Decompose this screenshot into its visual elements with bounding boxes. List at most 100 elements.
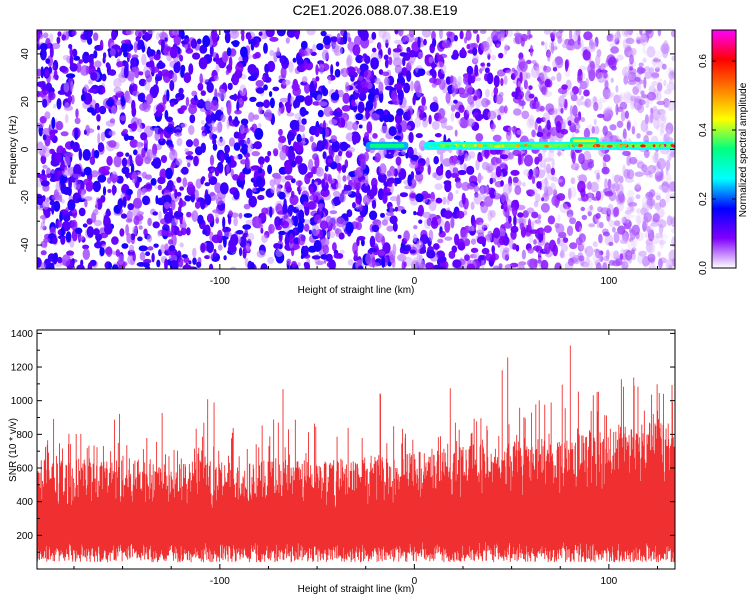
spectrogram-cell (413, 225, 418, 230)
spectrogram-cell (603, 255, 610, 262)
spectrogram-cell (413, 51, 419, 58)
spectrogram-cell (523, 79, 528, 90)
spectrogram-cell (172, 184, 176, 192)
spectrogram-cell (242, 87, 247, 99)
spectrogram-cell (83, 84, 90, 93)
spectrogram-cell (208, 171, 213, 180)
spectrogram-cell (311, 255, 321, 260)
spectrogram-cell (323, 106, 333, 117)
spectrogram-cell (77, 179, 81, 185)
spectrogram-cell (398, 30, 404, 37)
spectrogram-cell (152, 221, 160, 229)
spectrogram-cell (288, 150, 296, 163)
spectrogram-cell (557, 35, 562, 44)
spectrogram-cell (629, 204, 634, 213)
spectrogram-cell (184, 195, 192, 202)
spectrogram-cell (143, 262, 150, 268)
spectrogram-cell (552, 60, 557, 68)
spectrogram-cell (42, 200, 50, 210)
spectrogram-cell (319, 220, 329, 230)
spectrogram-cell (665, 122, 674, 135)
spectrogram-cell (540, 117, 546, 123)
spectrogram-cell (73, 164, 82, 177)
spectrogram-cell (484, 148, 490, 160)
spectrogram-cell (322, 151, 327, 160)
spectrogram-cell (279, 149, 287, 161)
spectrogram-cell (269, 179, 276, 187)
spectrogram-cell (67, 199, 76, 211)
spectrogram-cell (480, 186, 484, 195)
spectrogram-cell (246, 34, 252, 40)
spectrogram-cell (51, 116, 56, 130)
spectrogram-cell (456, 159, 461, 166)
spectrogram-cell (649, 189, 656, 197)
spectrogram-cell (117, 254, 125, 266)
spectrogram-cell (668, 79, 674, 84)
spectrogram-cell (349, 43, 354, 54)
spectrogram-cell (635, 194, 641, 200)
spectrogram-cell (309, 185, 314, 195)
y-tick-label: 800 (16, 430, 33, 441)
spectrogram-cell (142, 30, 147, 35)
spectrogram-cell (322, 138, 328, 147)
spectrogram-cell (64, 102, 70, 109)
spectrogram-cell (226, 164, 230, 174)
spectrogram-cell (195, 178, 202, 189)
y-tick-label: -40 (20, 237, 31, 252)
spectrogram-cell (495, 166, 502, 178)
spectrogram-cell (306, 30, 316, 36)
spectrogram-cell (602, 231, 610, 237)
spectrogram-cell (624, 210, 632, 215)
spectrogram-cell (519, 71, 523, 84)
spectrogram-cell (645, 32, 649, 43)
spectrogram-cell (634, 213, 644, 224)
spectrogram-cell (351, 182, 356, 191)
spectrogram-cell (619, 239, 628, 244)
spectrogram-cell (329, 210, 338, 215)
spectrogram-cell (552, 189, 558, 197)
spectrogram-cell (338, 232, 345, 240)
spectrogram-cell (610, 183, 617, 189)
spectrogram-cell (227, 63, 232, 74)
spectrogram-cell (146, 234, 152, 243)
spectrogram-cell (163, 230, 172, 237)
spectrogram-cell (436, 165, 444, 176)
spectrogram-cell (589, 37, 594, 50)
spectrogram-cell (649, 257, 655, 264)
spectrogram-cell (170, 101, 175, 107)
spectrogram-cell (408, 61, 414, 66)
spectrogram-cell (464, 238, 471, 247)
spectrogram-cell (432, 264, 442, 269)
spectrogram-cell (328, 119, 338, 125)
spectrogram-cell (75, 227, 83, 235)
spectrogram-cell (176, 176, 182, 183)
spectrogram-cell (467, 95, 475, 105)
spectrogram-cell (607, 92, 613, 99)
spectrogram-cell (583, 127, 591, 140)
spectrogram-cell (656, 82, 663, 92)
spectrogram-cell (255, 87, 265, 94)
spectrogram-cell (200, 142, 206, 153)
spectrogram-cell (378, 250, 386, 256)
spectrogram-cell (555, 121, 562, 134)
spectrogram-cell (567, 187, 572, 200)
spectrogram-cell (430, 63, 437, 68)
spectrogram-cell (500, 180, 504, 187)
spectrogram-cell (253, 216, 262, 229)
spectrogram-cell (486, 36, 493, 48)
spectrogram-cell (528, 168, 534, 178)
spectrogram-cell (604, 191, 614, 197)
spectrogram-cell (658, 257, 667, 264)
spectrogram-cell (160, 155, 168, 163)
spectrogram-cell (303, 59, 308, 71)
spectrogram-cell (327, 158, 333, 164)
spectrogram-cell (657, 219, 667, 229)
spectrogram-cell (476, 236, 487, 245)
spectrogram-cell (299, 186, 307, 191)
spectrogram-cell (211, 134, 218, 140)
spectrogram-cell (595, 213, 601, 219)
spectrogram-cell (445, 76, 452, 85)
spectrogram-cell (394, 30, 399, 35)
spectrogram-cell (418, 51, 424, 59)
